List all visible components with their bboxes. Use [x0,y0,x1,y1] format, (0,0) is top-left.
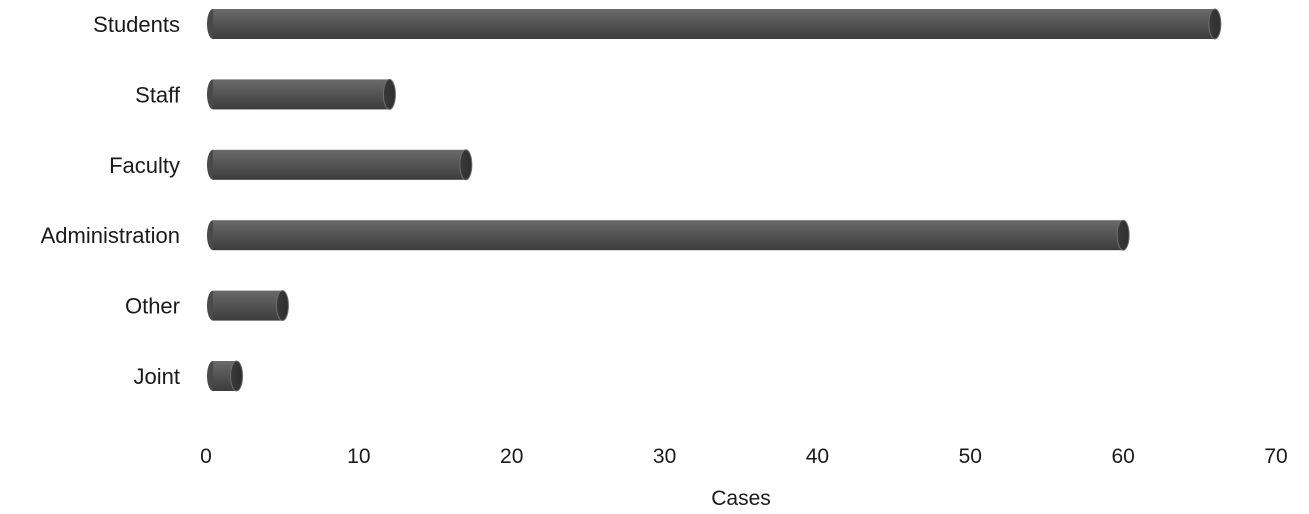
x-tick-label: 20 [500,445,523,468]
category-label: Students [93,12,180,37]
bar-cap [1208,8,1222,40]
category-label: Other [125,294,180,319]
x-tick-label: 40 [806,445,829,468]
bar-students [207,8,1222,40]
x-tick-label: 50 [959,445,982,468]
category-label: Joint [134,364,180,389]
bar-faculty [207,149,473,181]
bar-cap [230,360,244,392]
x-tick-label: 70 [1264,445,1287,468]
bar-body [213,9,1215,39]
x-axis-ticks: 0 10 20 30 40 50 60 70 [200,445,1288,468]
bar-body [213,361,237,391]
category-label: Faculty [109,153,180,178]
category-label: Administration [41,223,180,248]
bars-group [207,8,1222,392]
bar-joint [207,360,244,392]
bar-cap [382,78,396,110]
x-tick-label: 10 [347,445,370,468]
bar-cap [1116,219,1130,251]
bar-other [207,290,289,322]
bar-administration [207,219,1130,251]
bar-staff [207,78,396,110]
bar-cap [459,149,473,181]
x-axis-title: Cases [711,487,771,510]
category-labels: Students Staff Faculty Administration Other J… [41,12,181,389]
bar-body [213,149,466,180]
category-label: Staff [135,82,181,107]
bar-body [213,220,1124,251]
x-tick-label: 0 [200,445,212,468]
x-tick-label: 60 [1111,445,1134,468]
bar-body [213,79,390,110]
x-tick-label: 30 [653,445,676,468]
bar-cap [275,290,289,322]
bar-body [213,290,283,321]
